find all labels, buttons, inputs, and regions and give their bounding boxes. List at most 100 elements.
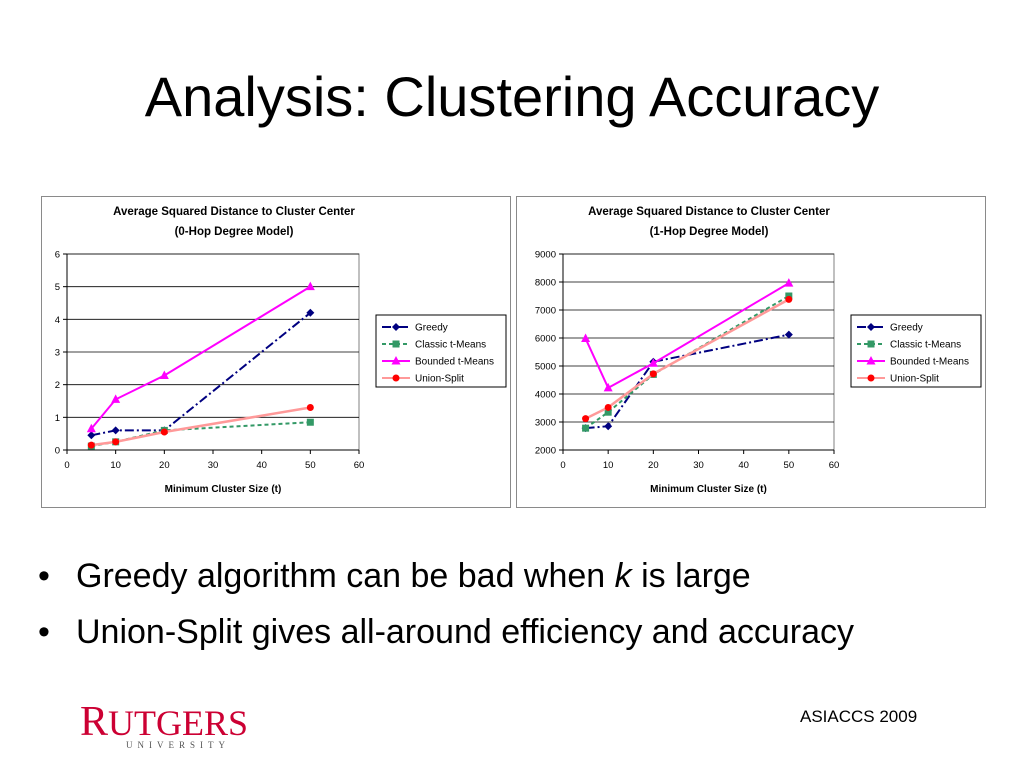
legend-swatch-marker	[392, 323, 400, 331]
chart-subtitle: (1-Hop Degree Model)	[650, 226, 769, 238]
data-point-bounded	[159, 370, 169, 380]
footer-conference: ASIACCS 2009	[800, 707, 918, 726]
y-tick-label: 6	[55, 250, 60, 261]
bullet-dot-icon: •	[38, 557, 50, 595]
y-tick-label: 9000	[535, 250, 556, 261]
series-line-greedy	[91, 312, 311, 437]
y-tick-label: 7000	[535, 306, 556, 317]
chart-0hop: Average Squared Distance to Cluster Cent…	[41, 196, 511, 508]
y-tick-label: 2	[55, 380, 60, 391]
data-point-greedy	[306, 308, 315, 317]
data-point-bounded	[111, 394, 121, 403]
bullet-item: • Union-Split gives all-around efficienc…	[36, 604, 854, 660]
legend-swatch-marker	[867, 374, 875, 382]
legend-swatch-marker	[867, 340, 875, 348]
data-point-classic	[306, 418, 314, 426]
x-tick-label: 40	[256, 460, 267, 471]
y-tick-label: 5000	[535, 362, 556, 373]
y-tick-label: 3	[55, 348, 60, 359]
y-tick-label: 0	[55, 446, 60, 457]
legend-label: Classic t-Means	[890, 340, 961, 351]
data-point-bounded	[581, 333, 591, 343]
legend-label: Bounded t-Means	[415, 357, 494, 368]
x-tick-label: 60	[354, 460, 365, 471]
series-line-union	[91, 406, 311, 447]
bullet-dot-icon: •	[38, 613, 50, 651]
x-tick-label: 50	[305, 460, 316, 471]
legend-label: Classic t-Means	[415, 340, 486, 351]
x-tick-label: 0	[560, 460, 565, 471]
chart-title: Average Squared Distance to Cluster Cent…	[113, 206, 355, 218]
data-point-union	[306, 404, 314, 412]
rutgers-logo: RUTGERS UNIVERSITY	[80, 699, 248, 756]
x-tick-label: 10	[603, 460, 614, 471]
data-point-classic	[582, 424, 590, 432]
bullet-text: Greedy algorithm can be bad when	[76, 557, 615, 595]
x-tick-label: 50	[784, 460, 795, 471]
series-line-greedy	[585, 333, 790, 430]
legend-swatch-marker	[867, 323, 875, 331]
chart-title: Average Squared Distance to Cluster Cent…	[588, 206, 830, 218]
y-tick-label: 3000	[535, 418, 556, 429]
chart-0hop-svg: Average Squared Distance to Cluster Cent…	[55, 206, 507, 495]
legend-label: Union-Split	[415, 374, 464, 385]
data-point-union	[87, 441, 95, 449]
chart-subtitle: (0-Hop Degree Model)	[175, 226, 294, 238]
x-tick-label: 60	[829, 460, 840, 471]
series-line-bounded	[90, 285, 311, 430]
y-tick-label: 8000	[535, 278, 556, 289]
data-point-bounded	[86, 423, 96, 433]
slide-title: Analysis: Clustering Accuracy	[144, 65, 880, 128]
plot-area	[562, 253, 835, 451]
legend-swatch-marker	[866, 356, 876, 365]
legend-label: Greedy	[415, 323, 448, 334]
legend-label: Bounded t-Means	[890, 357, 969, 368]
legend-swatch-marker	[392, 340, 400, 348]
logo-subtitle: UNIVERSITY	[126, 740, 230, 750]
series-line-union	[585, 298, 790, 420]
x-tick-label: 30	[208, 460, 219, 471]
x-tick-label: 20	[159, 460, 170, 471]
data-point-greedy	[111, 426, 120, 435]
bullet-text-end: is large	[631, 557, 751, 595]
legend-swatch-marker	[392, 374, 400, 382]
y-tick-label: 6000	[535, 334, 556, 345]
data-point-bounded	[305, 281, 315, 291]
y-tick-label: 4000	[535, 390, 556, 401]
legend-label: Greedy	[890, 323, 923, 334]
data-point-union	[649, 370, 657, 378]
logo-wordmark: RUTGERS	[80, 699, 249, 745]
x-axis-label: Minimum Cluster Size (t)	[650, 484, 767, 495]
x-tick-label: 10	[110, 460, 121, 471]
y-tick-label: 4	[55, 315, 60, 326]
data-point-union	[604, 403, 612, 411]
series-line-bounded	[584, 282, 790, 390]
chart-1hop-svg: Average Squared Distance to Cluster Cent…	[535, 206, 982, 495]
x-tick-label: 20	[648, 460, 659, 471]
data-point-union	[582, 415, 590, 423]
data-point-bounded	[603, 382, 613, 392]
bullet-item: • Greedy algorithm can be bad when k is …	[36, 548, 854, 604]
y-tick-label: 2000	[535, 446, 556, 457]
y-tick-label: 5	[55, 282, 60, 293]
x-tick-label: 0	[64, 460, 69, 471]
data-point-greedy	[604, 422, 613, 431]
y-tick-label: 1	[55, 413, 60, 424]
data-point-union	[160, 428, 168, 436]
data-point-greedy	[87, 431, 96, 440]
x-axis-label: Minimum Cluster Size (t)	[165, 484, 282, 495]
bullet-text: Union-Split gives all-around efficiency …	[76, 613, 854, 651]
data-point-greedy	[784, 330, 793, 339]
x-tick-label: 40	[738, 460, 749, 471]
chart-1hop: Average Squared Distance to Cluster Cent…	[516, 196, 986, 508]
data-point-union	[112, 438, 120, 446]
bullet-list: • Greedy algorithm can be bad when k is …	[36, 548, 854, 660]
x-tick-label: 30	[693, 460, 704, 471]
data-point-bounded	[784, 278, 794, 287]
data-point-union	[785, 295, 793, 303]
legend-label: Union-Split	[890, 374, 939, 385]
bullet-italic: k	[614, 557, 632, 595]
data-point-bounded	[648, 358, 658, 367]
data-point-classic	[604, 408, 612, 416]
legend-swatch-marker	[391, 356, 401, 365]
